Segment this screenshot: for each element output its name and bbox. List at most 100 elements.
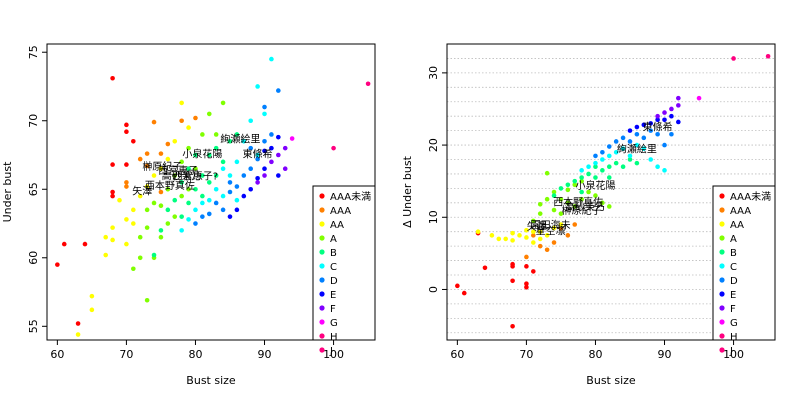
legend-marker	[719, 319, 725, 325]
data-point	[193, 186, 198, 192]
legend-marker	[319, 193, 325, 199]
data-point	[648, 121, 654, 126]
data-point	[524, 254, 529, 260]
data-point	[517, 233, 522, 238]
data-point	[572, 222, 578, 227]
point-annotation: 矢澤	[132, 185, 152, 198]
data-point	[524, 235, 529, 240]
point-annotation: 小泉花陽	[182, 148, 222, 161]
legend-label: AA	[330, 220, 344, 231]
data-point	[475, 229, 481, 235]
data-point	[103, 234, 108, 240]
data-point	[131, 266, 136, 272]
series-9	[696, 95, 702, 101]
data-point	[165, 141, 171, 147]
data-point	[151, 119, 157, 125]
legend-label: B	[730, 248, 737, 259]
data-point	[255, 175, 260, 181]
legend-label: AAA未満	[730, 191, 771, 203]
data-point	[593, 164, 598, 170]
legend-marker	[319, 235, 325, 241]
data-point	[641, 122, 647, 128]
data-point	[579, 175, 584, 180]
data-point	[151, 200, 157, 206]
series-1	[124, 115, 198, 195]
data-point	[765, 53, 771, 59]
data-point	[124, 217, 129, 222]
legend-label: AA	[730, 220, 744, 231]
series-7	[227, 134, 281, 219]
data-point	[82, 241, 88, 247]
legend-marker	[719, 305, 725, 311]
legend-label: C	[730, 262, 737, 273]
data-point	[241, 138, 247, 144]
data-point	[606, 153, 612, 159]
data-point	[144, 163, 150, 169]
data-point	[531, 240, 536, 245]
legend-label: AAA	[730, 206, 751, 217]
data-point	[227, 180, 233, 185]
data-point	[558, 225, 564, 231]
data-point	[193, 115, 198, 121]
data-point	[606, 144, 612, 149]
y-tick-label: 30	[427, 66, 440, 80]
data-point	[200, 214, 205, 219]
data-point	[110, 193, 115, 199]
point-annotation: 高砂茉乃	[565, 200, 605, 213]
legend-marker	[719, 235, 725, 241]
data-point	[124, 184, 129, 189]
data-point	[137, 255, 143, 261]
data-point	[227, 173, 233, 178]
x-tick-label: 70	[119, 348, 133, 361]
series-5	[579, 142, 667, 173]
data-point	[531, 269, 536, 274]
data-point	[220, 207, 226, 213]
data-point	[655, 164, 660, 170]
point-annotation: 園田海未	[531, 218, 571, 231]
data-point	[662, 117, 667, 123]
data-point	[579, 178, 584, 184]
data-point	[613, 149, 619, 155]
data-point	[586, 171, 591, 177]
data-point	[455, 283, 460, 289]
legend-label: E	[330, 290, 336, 301]
x-axis: 60 70 80 90 100	[50, 340, 344, 361]
x-tick-label: 90	[258, 348, 272, 361]
legend-marker	[319, 207, 325, 213]
data-point	[276, 88, 281, 93]
data-point	[269, 159, 274, 165]
data-point	[620, 146, 626, 151]
data-point	[179, 228, 184, 233]
data-point	[558, 186, 564, 191]
data-point	[613, 139, 619, 144]
left-scatter-panel: 60 70 80 90 100 55 60 65 70 75 Bust size Under bust…	[1, 43, 376, 387]
data-point	[227, 189, 233, 195]
data-point	[248, 186, 254, 192]
data-point	[206, 111, 212, 117]
data-point	[213, 145, 219, 151]
data-point	[586, 189, 591, 195]
data-point	[227, 138, 233, 144]
point-annotation: 矢澤	[527, 220, 547, 233]
data-point	[558, 222, 564, 227]
data-point	[200, 173, 205, 178]
point-annotation: 絢瀬絵里	[617, 143, 657, 156]
data-point	[158, 234, 164, 240]
data-point	[75, 321, 81, 326]
data-point	[124, 241, 129, 247]
legend-label: A	[330, 234, 337, 245]
data-point	[565, 182, 571, 188]
data-point	[110, 162, 115, 167]
data-point	[269, 145, 274, 151]
legend-marker	[719, 193, 725, 199]
data-point	[172, 197, 178, 203]
y-tick-label: 70	[27, 114, 40, 128]
data-point	[193, 152, 198, 158]
data-point	[262, 111, 267, 117]
data-point	[544, 233, 550, 238]
data-point	[193, 207, 198, 213]
data-point	[565, 200, 571, 206]
data-point	[227, 214, 233, 219]
data-point	[606, 175, 612, 180]
